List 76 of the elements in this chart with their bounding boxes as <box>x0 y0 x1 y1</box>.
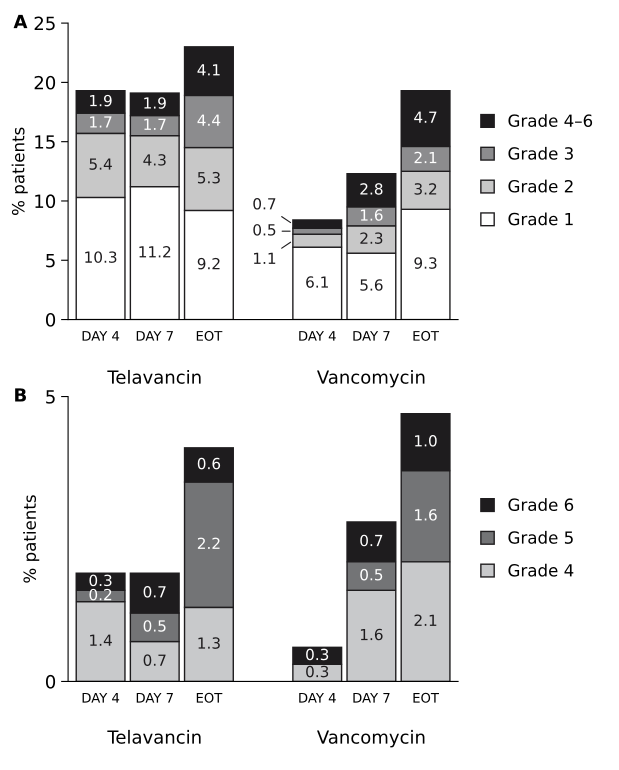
data-label: 2.3 <box>360 232 382 244</box>
data-label: 4.1 <box>198 64 220 76</box>
data-label: 0.3 <box>306 666 328 678</box>
legend-label: Grade 2 <box>508 180 573 193</box>
legend-label: Grade 4–6 <box>508 114 592 127</box>
data-label: 0.7 <box>253 198 276 210</box>
data-label: 1.9 <box>90 94 112 106</box>
data-label: 1.3 <box>198 637 220 649</box>
data-label: 0.7 <box>144 654 166 666</box>
x-tick-label: DAY 4 <box>82 692 120 703</box>
data-label: 9.2 <box>198 258 220 270</box>
x-tick-label: EOT <box>196 692 222 703</box>
text: Vancomycin <box>316 730 424 748</box>
data-label: 2.2 <box>198 538 220 549</box>
data-label: 5.3 <box>198 172 220 184</box>
data-label: 4.4 <box>198 114 220 126</box>
x-tick-label: EOT <box>196 330 222 341</box>
data-label: 0.6 <box>198 458 220 470</box>
text: Telavancin <box>107 730 201 744</box>
data-label: 1.7 <box>144 118 166 130</box>
legend-label: Grade 6 <box>508 498 574 512</box>
y-tick-label: 0 <box>46 313 56 327</box>
text: Telavancin <box>107 370 201 384</box>
data-label: 4.3 <box>143 154 166 166</box>
data-label: 4.7 <box>414 112 436 123</box>
x-tick-label: EOT <box>413 330 439 341</box>
y-tick-label: 5 <box>46 390 55 404</box>
data-label: 2.8 <box>360 183 383 195</box>
data-label: 1.6 <box>415 509 437 521</box>
x-tick-label: EOT <box>413 692 439 703</box>
data-label: 0.5 <box>253 224 276 236</box>
y-tick-label: 0 <box>46 674 56 689</box>
data-label: 5.6 <box>360 279 383 291</box>
x-tick-label: DAY 7 <box>136 692 173 703</box>
data-label: 0.3 <box>89 574 112 586</box>
data-label: 2.1 <box>414 614 436 626</box>
x-tick-label: DAY 4 <box>299 331 336 341</box>
data-label: 0.5 <box>144 620 166 632</box>
data-label: 0.7 <box>144 586 166 598</box>
y-tick-label: 10 <box>35 194 56 208</box>
data-label: 6.1 <box>306 276 328 288</box>
legend-label: Grade 1 <box>508 212 573 226</box>
text: Vancomycin <box>316 370 424 388</box>
x-tick-label: DAY 7 <box>136 331 173 341</box>
data-label: 1.6 <box>360 628 383 640</box>
y-tick-label: 15 <box>35 135 55 149</box>
data-label: 3.2 <box>414 183 436 195</box>
data-label: 1.0 <box>415 435 437 447</box>
data-label: 1.6 <box>360 209 383 221</box>
data-label: 0.2 <box>89 588 112 600</box>
data-label: 0.3 <box>306 648 328 660</box>
y-tick-label: 20 <box>34 76 56 90</box>
x-tick-label: DAY 4 <box>299 692 336 703</box>
legend-label: Grade 5 <box>508 530 573 544</box>
legend-label: Grade 3 <box>508 146 573 160</box>
y-axis-title: % patients <box>12 128 28 215</box>
chart-title: B <box>15 388 26 402</box>
x-tick-label: DAY 7 <box>353 331 390 341</box>
y-tick-label: 25 <box>34 16 55 30</box>
data-label: 11.2 <box>139 246 170 258</box>
data-label: 0.5 <box>360 568 382 580</box>
y-axis-title: % patients <box>23 495 40 583</box>
x-tick-label: DAY 4 <box>82 331 120 341</box>
data-label: 10.3 <box>85 251 116 263</box>
data-label: 1.9 <box>144 97 166 109</box>
chart-title: A <box>14 14 28 28</box>
data-label: 5.4 <box>90 158 112 170</box>
y-tick-label: 5 <box>46 254 55 268</box>
legend-label: Grade 4 <box>508 564 574 577</box>
data-label: 2.1 <box>414 152 436 164</box>
data-label: 1.7 <box>90 116 112 128</box>
data-label: 1.4 <box>90 634 112 646</box>
data-label: 0.7 <box>360 534 382 546</box>
data-label: 1.1 <box>254 252 276 264</box>
x-tick-label: DAY 7 <box>353 692 390 703</box>
data-label: 9.3 <box>414 257 436 269</box>
